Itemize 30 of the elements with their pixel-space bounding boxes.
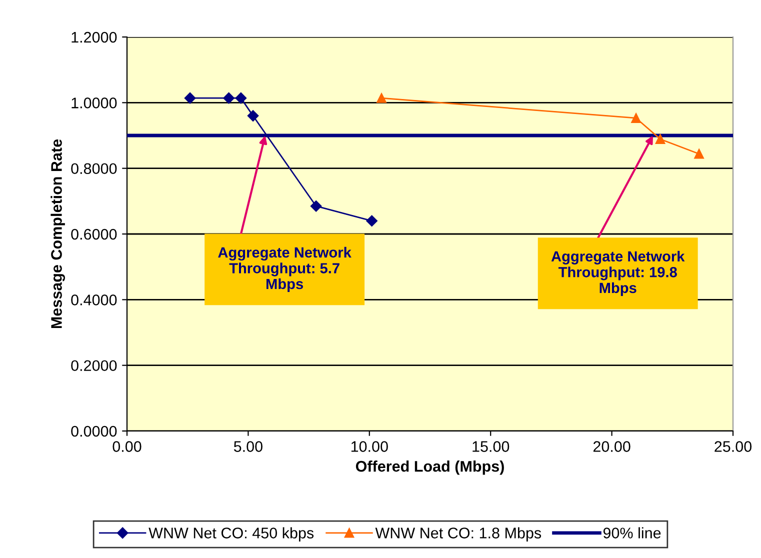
x-axis-title: Offered Load (Mbps) [356, 460, 504, 475]
legend-label: 90% line [603, 527, 661, 538]
annotation: Aggregate Network Throughput: 5.7 Mbps [218, 246, 352, 292]
x-tick-label: 15.00 [472, 441, 510, 452]
y-axis-title: Message Completion Rate [50, 139, 65, 328]
x-tick-label: 25.00 [714, 441, 752, 452]
y-tick-label: 0.2000 [71, 360, 117, 372]
annotation: Aggregate Network Throughput: 19.8 Mbps [551, 250, 685, 296]
y-tick-label: 1.2000 [72, 32, 117, 43]
point [184, 92, 196, 104]
point [235, 92, 247, 104]
x-tick-label: 20.00 [593, 441, 630, 452]
point [631, 113, 641, 123]
y-tick-label: 1.0000 [72, 98, 117, 108]
y-tick-label: 0.6000 [71, 228, 117, 240]
legend-label: WNW Net CO: 450 kbps [148, 527, 314, 542]
y-tick-label: 0.0000 [71, 426, 117, 437]
point [655, 134, 666, 144]
point [376, 93, 386, 103]
point [310, 200, 322, 212]
x-tick-label: 10.00 [351, 441, 388, 452]
point [247, 110, 259, 122]
y-tick-label: 0.4000 [71, 294, 117, 306]
legend-label: WNW Net CO: 1.8 Mbps [375, 527, 542, 542]
point [366, 215, 378, 226]
point [694, 149, 704, 159]
y-tick-label: 0.8000 [71, 163, 117, 174]
x-tick-label: 5.00 [234, 441, 262, 452]
x-tick-label: 0.00 [112, 441, 142, 452]
point [223, 92, 234, 104]
